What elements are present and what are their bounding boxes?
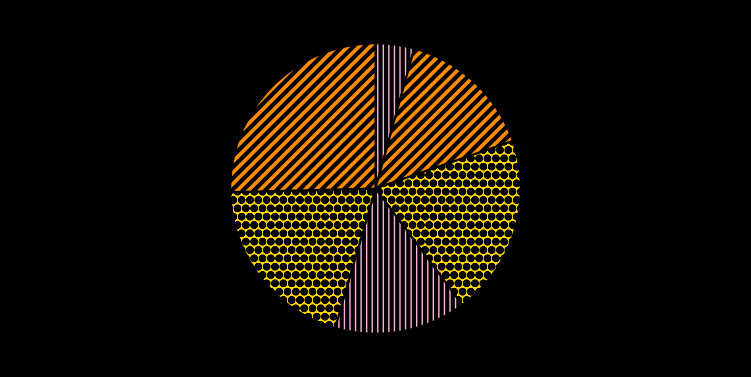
Wedge shape: [335, 188, 463, 334]
Wedge shape: [376, 141, 520, 305]
Wedge shape: [231, 43, 376, 192]
Wedge shape: [231, 188, 376, 328]
Wedge shape: [376, 49, 513, 188]
Wedge shape: [376, 43, 415, 188]
